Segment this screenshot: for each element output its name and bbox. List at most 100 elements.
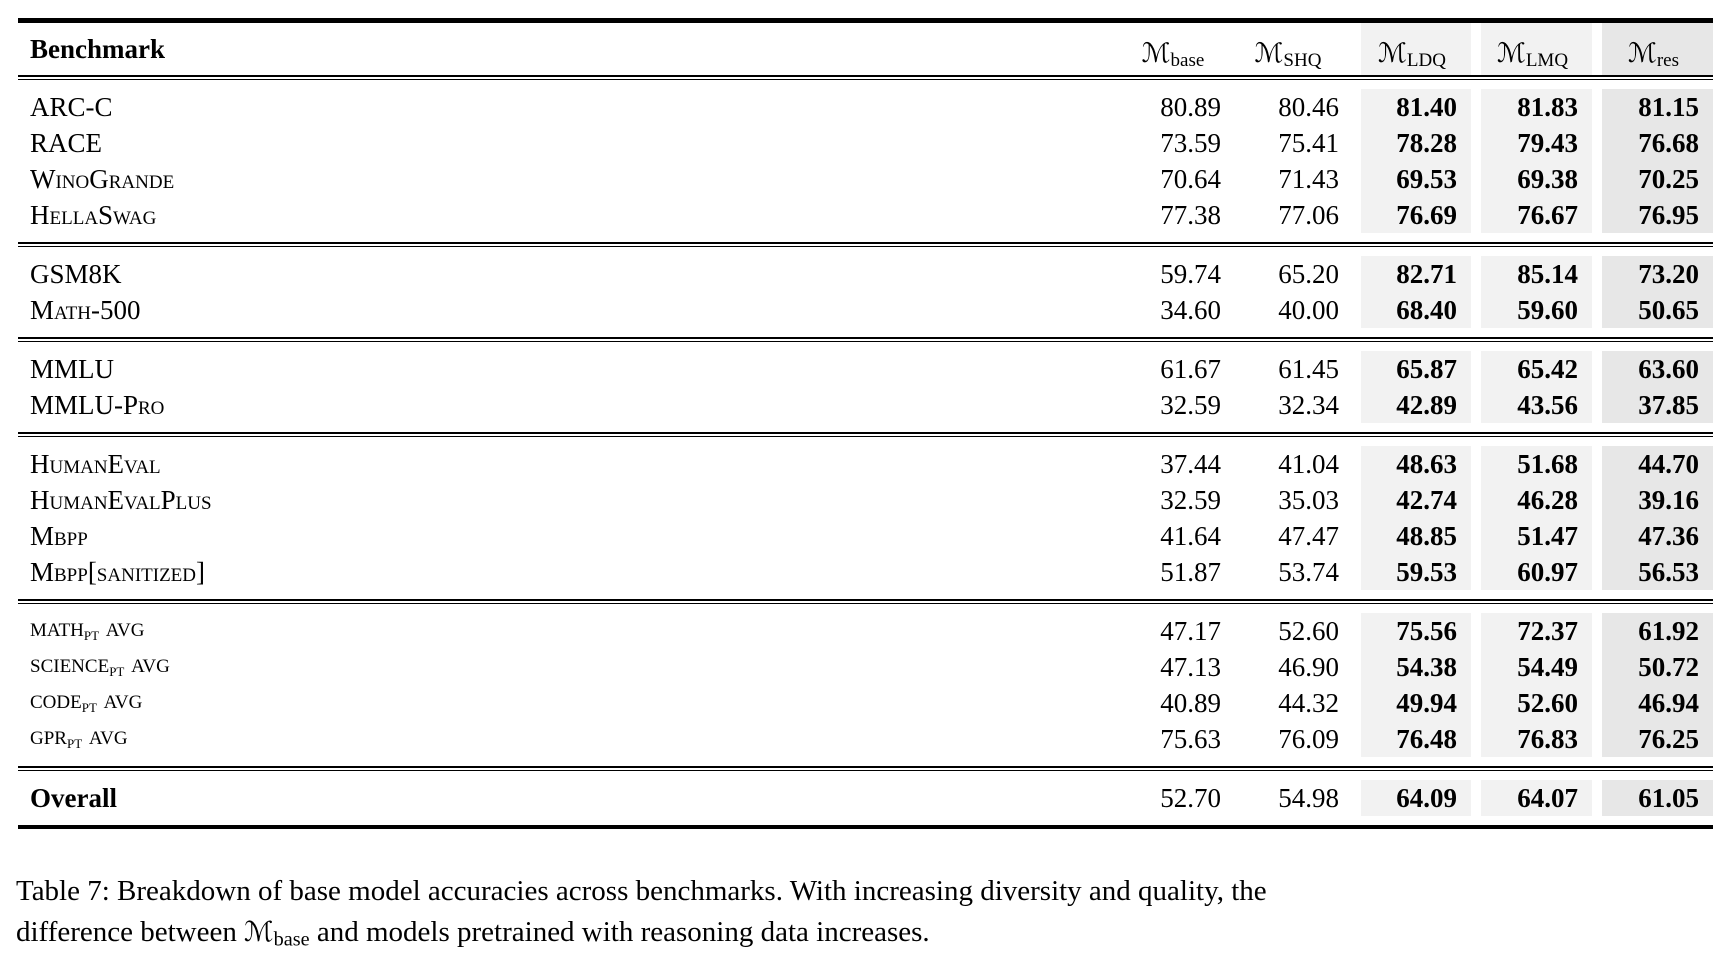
cell-mres: 70.25 (1592, 161, 1713, 197)
benchmark-group: mathpt avg 47.17 52.60 75.56 72.37 61.92 scien… (18, 604, 1713, 766)
cell-mlmq: 51.68 (1471, 446, 1592, 482)
cell-mldq: 42.89 (1351, 387, 1471, 423)
cell-mres: 56.53 (1592, 554, 1713, 590)
subscript-text: pt (83, 624, 100, 646)
cell-mbase: 73.59 (1160, 128, 1221, 158)
text-part: avg (124, 647, 170, 678)
table-row: codept avg 40.89 44.32 49.94 52.60 46.94 (18, 684, 1713, 721)
mathcal-m: ℳ (1254, 38, 1284, 69)
cell-mbase: 70.64 (1160, 164, 1221, 194)
cell-mres: 61.05 (1592, 780, 1713, 816)
cell-mlmq: 54.49 (1471, 649, 1592, 685)
table-row: GSM8K 59.74 65.20 82.71 85.14 73.20 (18, 256, 1713, 292)
cell-mshq: 41.04 (1278, 449, 1339, 479)
subscript-text: pt (81, 696, 97, 718)
cell-mldq: 69.53 (1351, 161, 1471, 197)
mathcal-m: ℳ (1141, 38, 1171, 69)
benchmark-name: gprpt avg (18, 717, 1121, 761)
mathcal-m: ℳ (1627, 38, 1657, 69)
text-part: HumanEvalPlus (30, 485, 212, 515)
cell-mlmq: 76.67 (1471, 197, 1592, 233)
cell-mshq: 80.46 (1278, 92, 1339, 122)
cell-mlmq: 69.38 (1471, 161, 1592, 197)
cell-mbase: 47.17 (1160, 616, 1221, 646)
cell-mshq: 53.74 (1278, 557, 1339, 587)
cell-mbase: 75.63 (1160, 724, 1221, 754)
cell-mldq: 68.40 (1351, 292, 1471, 328)
benchmark-name: HellaSwag (18, 197, 1121, 233)
cell-mlmq: 43.56 (1471, 387, 1592, 423)
cell-mbase: 34.60 (1160, 295, 1221, 325)
cell-mres: 73.20 (1592, 256, 1713, 292)
cell-mlmq: 81.83 (1471, 89, 1592, 125)
cell-mshq: 54.98 (1278, 783, 1339, 813)
table-top-rule (18, 18, 1713, 23)
cell-mldq: 49.94 (1351, 685, 1471, 721)
table-row: gprpt avg 75.63 76.09 76.48 76.83 76.25 (18, 720, 1713, 757)
cell-mbase: 37.44 (1160, 449, 1221, 479)
cell-mshq: 71.43 (1278, 164, 1339, 194)
subscript-text: pt (109, 660, 125, 682)
cell-mshq: 75.41 (1278, 128, 1339, 158)
text-part: Math-500 (30, 295, 141, 325)
text-part: Mbpp (30, 521, 88, 551)
table-row: HellaSwag 77.38 77.06 76.69 76.67 76.95 (18, 197, 1713, 233)
cell-mldq: 64.09 (1351, 780, 1471, 816)
benchmark-name: codept avg (18, 681, 1121, 725)
table-row: sciencept avg 47.13 46.90 54.38 54.49 50.72 (18, 647, 1713, 685)
text-part: ARC-C (30, 92, 113, 122)
cell-mres: 44.70 (1592, 446, 1713, 482)
text-part: difference between (16, 916, 245, 949)
text-part: MMLU-Pro (30, 390, 165, 420)
text-part: GSM8K (30, 259, 122, 289)
cell-mres: 76.95 (1592, 197, 1713, 233)
cell-mres: 39.16 (1592, 482, 1713, 518)
table-row: Mbpp 41.64 47.47 48.85 51.47 47.36 (18, 518, 1713, 554)
cell-mshq: 61.45 (1278, 354, 1339, 384)
cell-mlmq: 46.28 (1471, 482, 1592, 518)
benchmark-group: ARC-C 80.89 80.46 81.40 81.83 81.15 RACE 73.59 7… (18, 80, 1713, 242)
column-header-mlmq: ℳ LMQ (1471, 23, 1592, 75)
text-part: Table 7: Breakdown of base model accurac… (16, 875, 1267, 907)
subscript-text: base (273, 928, 310, 951)
cell-mlmq: 79.43 (1471, 125, 1592, 161)
cell-mlmq: 59.60 (1471, 292, 1592, 328)
cell-mres: 76.68 (1592, 125, 1713, 161)
subscript: LDQ (1406, 50, 1446, 71)
group-separator-rule (18, 337, 1713, 342)
cell-mshq: 35.03 (1278, 485, 1339, 515)
benchmark-name: RACE (18, 125, 1121, 161)
benchmark-group: MMLU 61.67 61.45 65.87 65.42 63.60 MMLU-Pro 32.… (18, 342, 1713, 432)
subscript: res (1656, 50, 1680, 71)
cell-mldq: 82.71 (1351, 256, 1471, 292)
table-row: mathpt avg 47.17 52.60 75.56 72.37 61.92 (18, 611, 1713, 649)
cell-mbase: 51.87 (1160, 557, 1221, 587)
table-row: MMLU-Pro 32.59 32.34 42.89 43.56 37.85 (18, 387, 1713, 423)
text-part: math (30, 611, 84, 642)
cell-mldq: 59.53 (1351, 554, 1471, 590)
table-caption: Table 7: Breakdown of base model accurac… (16, 871, 1712, 954)
benchmark-name: Math-500 (18, 292, 1121, 328)
cell-mbase: 32.59 (1160, 485, 1221, 515)
text-part: avg (99, 611, 145, 642)
cell-mbase: 52.70 (1160, 783, 1221, 813)
cell-mldq: 75.56 (1351, 613, 1471, 649)
cell-mlmq: 76.83 (1471, 721, 1592, 757)
cell-mldq: 42.74 (1351, 482, 1471, 518)
cell-mldq: 81.40 (1351, 89, 1471, 125)
cell-mres: 61.92 (1592, 613, 1713, 649)
cell-mlmq: 51.47 (1471, 518, 1592, 554)
table-row: WinoGrande 70.64 71.43 69.53 69.38 70.25 (18, 161, 1713, 197)
cell-mlmq: 85.14 (1471, 256, 1592, 292)
subscript: SHQ (1283, 50, 1322, 71)
text-part: WinoGrande (30, 164, 175, 194)
cell-mldq: 48.63 (1351, 446, 1471, 482)
cell-mldq: 48.85 (1351, 518, 1471, 554)
cell-mshq: 76.09 (1278, 724, 1339, 754)
cell-mshq: 77.06 (1278, 200, 1339, 230)
text-part: gpr (30, 719, 67, 750)
cell-mres: 50.72 (1592, 649, 1713, 685)
